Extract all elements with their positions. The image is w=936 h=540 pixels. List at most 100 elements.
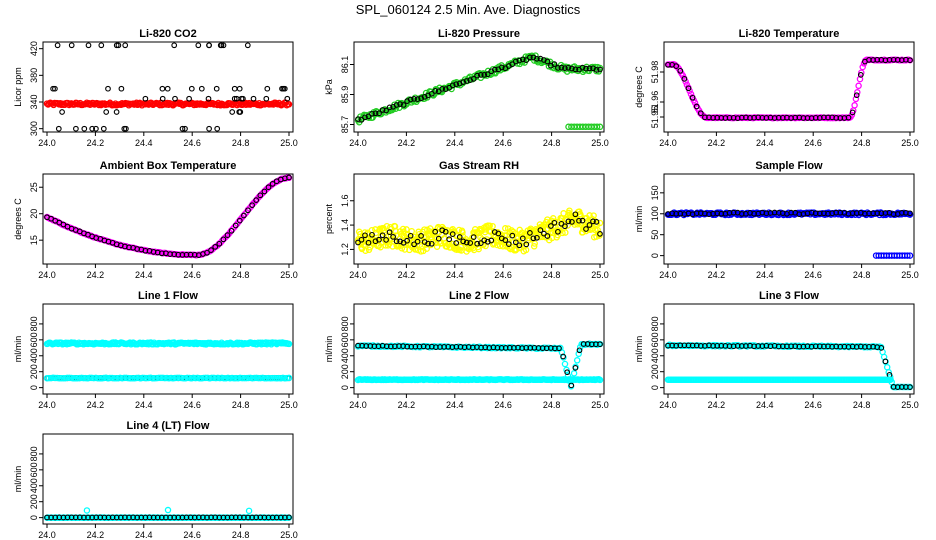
y-tick-label: 150: [650, 185, 660, 200]
x-tick-label: 24.6: [804, 400, 822, 410]
x-tick-label: 24.4: [756, 400, 774, 410]
y-tick-label: 20: [29, 209, 39, 219]
x-tick-label: 24.8: [543, 270, 561, 280]
y-tick-label: 800: [29, 446, 39, 461]
chart-panel-3: Li-820 Temperature24.0 24.2 24.4 24.6 24.8 25…: [634, 28, 919, 148]
y-tick-label: 400: [29, 478, 39, 493]
x-tick-label: 24.0: [38, 270, 56, 280]
y-axis-label: ml/min: [13, 336, 23, 363]
data-point-average: [230, 110, 235, 115]
y-tick-label: 86.1: [340, 56, 350, 74]
chart-panel-8: Line 2 Flow24.0 24.2 24.4 24.6 24.8 25.002004…: [324, 290, 609, 410]
y-tick-label: 1.2: [340, 243, 350, 256]
y-tick-label: 340: [29, 94, 39, 109]
x-tick-label: 24.2: [708, 400, 726, 410]
chart-points: [44, 507, 291, 520]
data-point-average: [160, 86, 165, 91]
plot-frame: [664, 174, 914, 264]
y-tick-label: 0: [650, 253, 660, 258]
data-point-average: [60, 110, 65, 115]
y-tick-label: 0: [650, 385, 660, 390]
data-point-average: [187, 96, 192, 101]
y-tick-label: 800: [29, 316, 39, 331]
x-tick-label: 24.0: [349, 138, 367, 148]
data-point-average: [172, 43, 177, 48]
y-tick-label: 600: [650, 332, 660, 347]
y-axis-label: percent: [324, 203, 334, 234]
data-point-instant: [856, 83, 861, 88]
y-tick-label: 1.4: [340, 219, 350, 232]
chart-title: Li-820 CO2: [139, 28, 196, 40]
data-point-average: [123, 43, 128, 48]
x-tick-label: 24.0: [38, 138, 56, 148]
x-tick-label: 24.8: [232, 270, 250, 280]
chart-title: Line 4 (LT) Flow: [127, 420, 210, 432]
x-tick-label: 24.2: [398, 270, 416, 280]
data-point-average: [246, 43, 251, 48]
x-tick-label: 24.2: [398, 400, 416, 410]
x-tick-label: 24.0: [659, 138, 677, 148]
x-tick-label: 24.4: [446, 270, 464, 280]
x-tick-label: 24.6: [494, 138, 512, 148]
y-tick-label: 85.9: [340, 86, 350, 104]
data-point-average: [106, 86, 111, 91]
x-tick-label: 25.0: [901, 270, 919, 280]
plot-frame: [354, 42, 604, 132]
chart-points: [44, 340, 291, 381]
x-tick-label: 25.0: [280, 138, 298, 148]
x-tick-label: 25.0: [591, 270, 609, 280]
y-tick-label: 380: [29, 68, 39, 83]
x-tick-label: 25.0: [280, 530, 298, 540]
chart-points: [355, 53, 602, 129]
x-tick-label: 24.4: [135, 138, 153, 148]
y-tick-label: 600: [340, 332, 350, 347]
y-tick-label: 0: [340, 385, 350, 390]
y-tick-label: 300: [29, 121, 39, 136]
y-axis-label: Licor ppm: [13, 67, 23, 107]
data-point-average: [265, 86, 270, 91]
data-point-instant-high: [575, 358, 580, 363]
data-point-spikes: [246, 508, 251, 513]
chart-panel-2: Li-820 Pressure24.0 24.2 24.4 24.6 24.8 25.08…: [324, 28, 609, 148]
data-point-instant-high: [562, 361, 567, 366]
x-tick-label: 24.0: [659, 400, 677, 410]
x-tick-label: 25.0: [901, 400, 919, 410]
y-axis-label: ml/min: [634, 336, 644, 363]
data-point-average: [232, 86, 237, 91]
plot-frame: [43, 434, 293, 524]
y-tick-label: 800: [340, 316, 350, 331]
data-point-average: [102, 126, 107, 131]
y-tick-label: 200: [340, 364, 350, 379]
x-tick-label: 24.0: [38, 400, 56, 410]
data-point-average: [214, 86, 219, 91]
chart-title: Line 2 Flow: [449, 290, 509, 302]
chart-title: Li-820 Pressure: [438, 28, 520, 40]
x-tick-label: 24.8: [232, 400, 250, 410]
x-tick-label: 24.8: [543, 400, 561, 410]
x-tick-label: 24.2: [708, 270, 726, 280]
y-axis-label: degrees C: [634, 66, 644, 108]
y-tick-label: 0: [29, 385, 39, 390]
chart-points: [44, 175, 291, 258]
chart-title: Line 1 Flow: [138, 290, 198, 302]
x-tick-label: 24.6: [183, 270, 201, 280]
data-point-spikes: [84, 508, 89, 513]
y-tick-label: 51.98: [650, 61, 660, 84]
x-tick-label: 24.6: [494, 270, 512, 280]
x-tick-label: 24.6: [183, 400, 201, 410]
y-tick-label: 400: [650, 348, 660, 363]
x-tick-label: 25.0: [591, 400, 609, 410]
chart-panel-7: Line 1 Flow 24.0 24.2 24.4 24.6 24.8 25.0 0 2004…: [13, 290, 298, 410]
y-tick-label: 200: [650, 364, 660, 379]
x-tick-label: 24.4: [756, 138, 774, 148]
data-point-average: [215, 126, 220, 131]
chart-points: [665, 342, 912, 390]
y-tick-label: 15: [29, 235, 39, 245]
x-tick-label: 24.6: [804, 138, 822, 148]
chart-title: Li-820 Temperature: [739, 28, 840, 40]
data-point-average: [86, 43, 91, 48]
x-tick-label: 24.4: [446, 400, 464, 410]
data-point-instant: [409, 229, 414, 234]
data-point-average: [165, 86, 170, 91]
data-point-average: [207, 43, 212, 48]
